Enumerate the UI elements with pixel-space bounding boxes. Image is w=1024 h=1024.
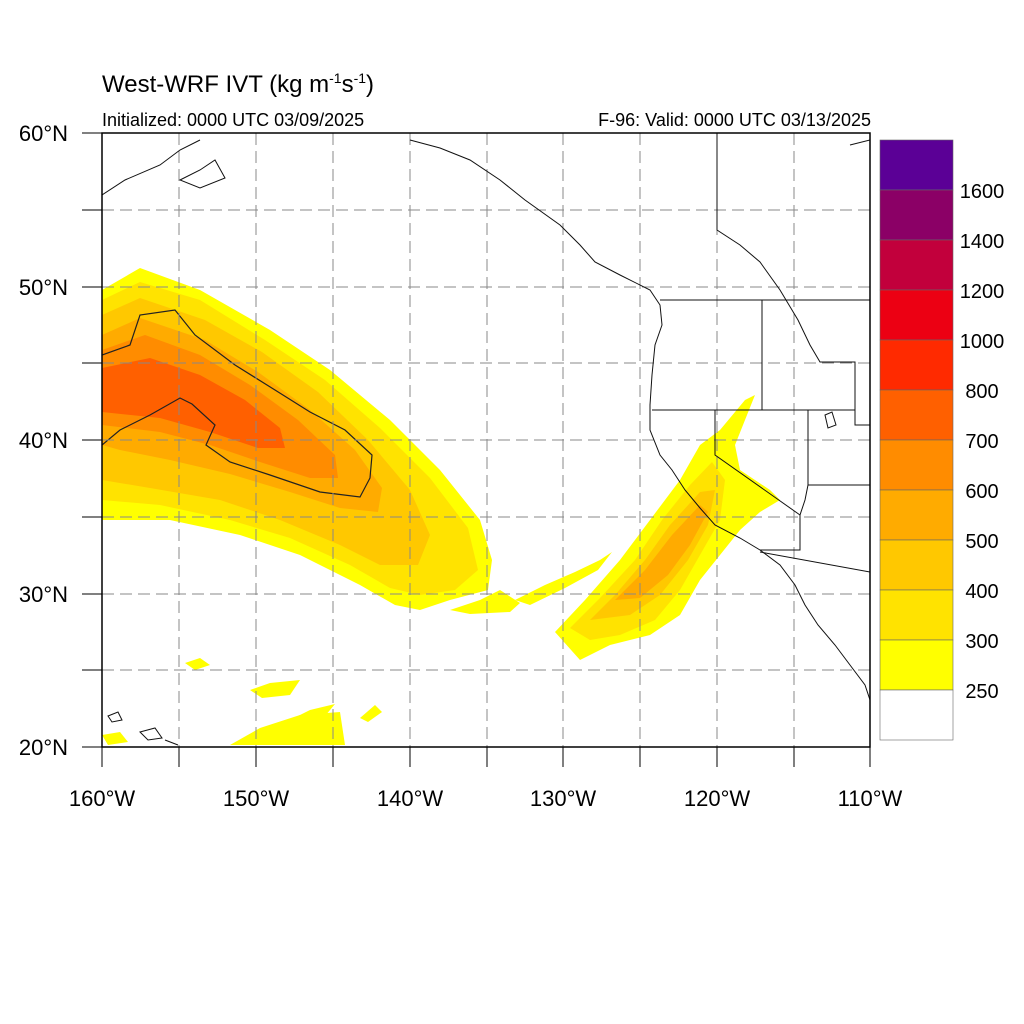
lon-labels: 160°W 150°W 140°W 130°W 120°W 110°W: [69, 786, 903, 811]
colorbar-label: 250: [965, 681, 998, 703]
band-sw4: [102, 732, 128, 745]
colorbar-label: 300: [965, 631, 998, 653]
band-mid: [515, 552, 612, 605]
colorbar-label: 1200: [960, 281, 1005, 303]
lat-label: 20°N: [19, 735, 68, 760]
lon-label: 160°W: [69, 786, 136, 811]
lon-label: 110°W: [838, 786, 903, 811]
coastal-300: [570, 462, 725, 640]
initialized-time: Initialized: 0000 UTC 03/09/2025: [102, 110, 365, 130]
lon-label: 130°W: [530, 786, 597, 811]
colorbar-label: 1600: [960, 181, 1005, 203]
colorbar-labels: 1600 1400 1200 1000 800 700 600 500 400 …: [960, 181, 1005, 703]
contour-500: [102, 309, 373, 498]
colorbar-label: 1400: [960, 231, 1005, 253]
colorbar-label: 700: [965, 431, 998, 453]
valid-time: F-96: Valid: 0000 UTC 03/13/2025: [598, 110, 871, 130]
colorbar-label: 1000: [960, 331, 1005, 353]
lon-ticks: [101, 747, 871, 767]
coastlines: [102, 139, 870, 746]
lat-label: 50°N: [19, 275, 68, 300]
lon-label: 140°W: [377, 786, 444, 811]
coastal-500: [615, 505, 708, 600]
lon-label: 120°W: [684, 786, 751, 811]
lat-label: 40°N: [19, 428, 68, 453]
graticule: [102, 133, 870, 747]
band-west: [450, 590, 520, 614]
band-sw2: [250, 680, 300, 698]
colorbar-label: 500: [965, 531, 998, 553]
colorbar-label: 600: [965, 481, 998, 503]
lat-labels: 60°N 50°N 40°N 30°N 20°N: [19, 121, 68, 760]
lon-label: 150°W: [223, 786, 290, 811]
lat-label: 30°N: [19, 582, 68, 607]
colorbar-label: 400: [965, 581, 998, 603]
ivt-fields: [102, 133, 870, 747]
state-borders: [652, 133, 870, 573]
map-title: West-WRF IVT (kg m-1s-1): [102, 70, 375, 98]
band-sw1: [230, 712, 345, 745]
band-sw3: [280, 704, 335, 725]
plume-700: [102, 358, 285, 448]
band-sw5: [360, 705, 382, 722]
lat-ticks: [82, 132, 102, 748]
band-sw6: [185, 658, 210, 670]
colorbar: [879, 139, 954, 741]
lat-label: 60°N: [19, 121, 68, 146]
colorbar-label: 800: [965, 381, 998, 403]
